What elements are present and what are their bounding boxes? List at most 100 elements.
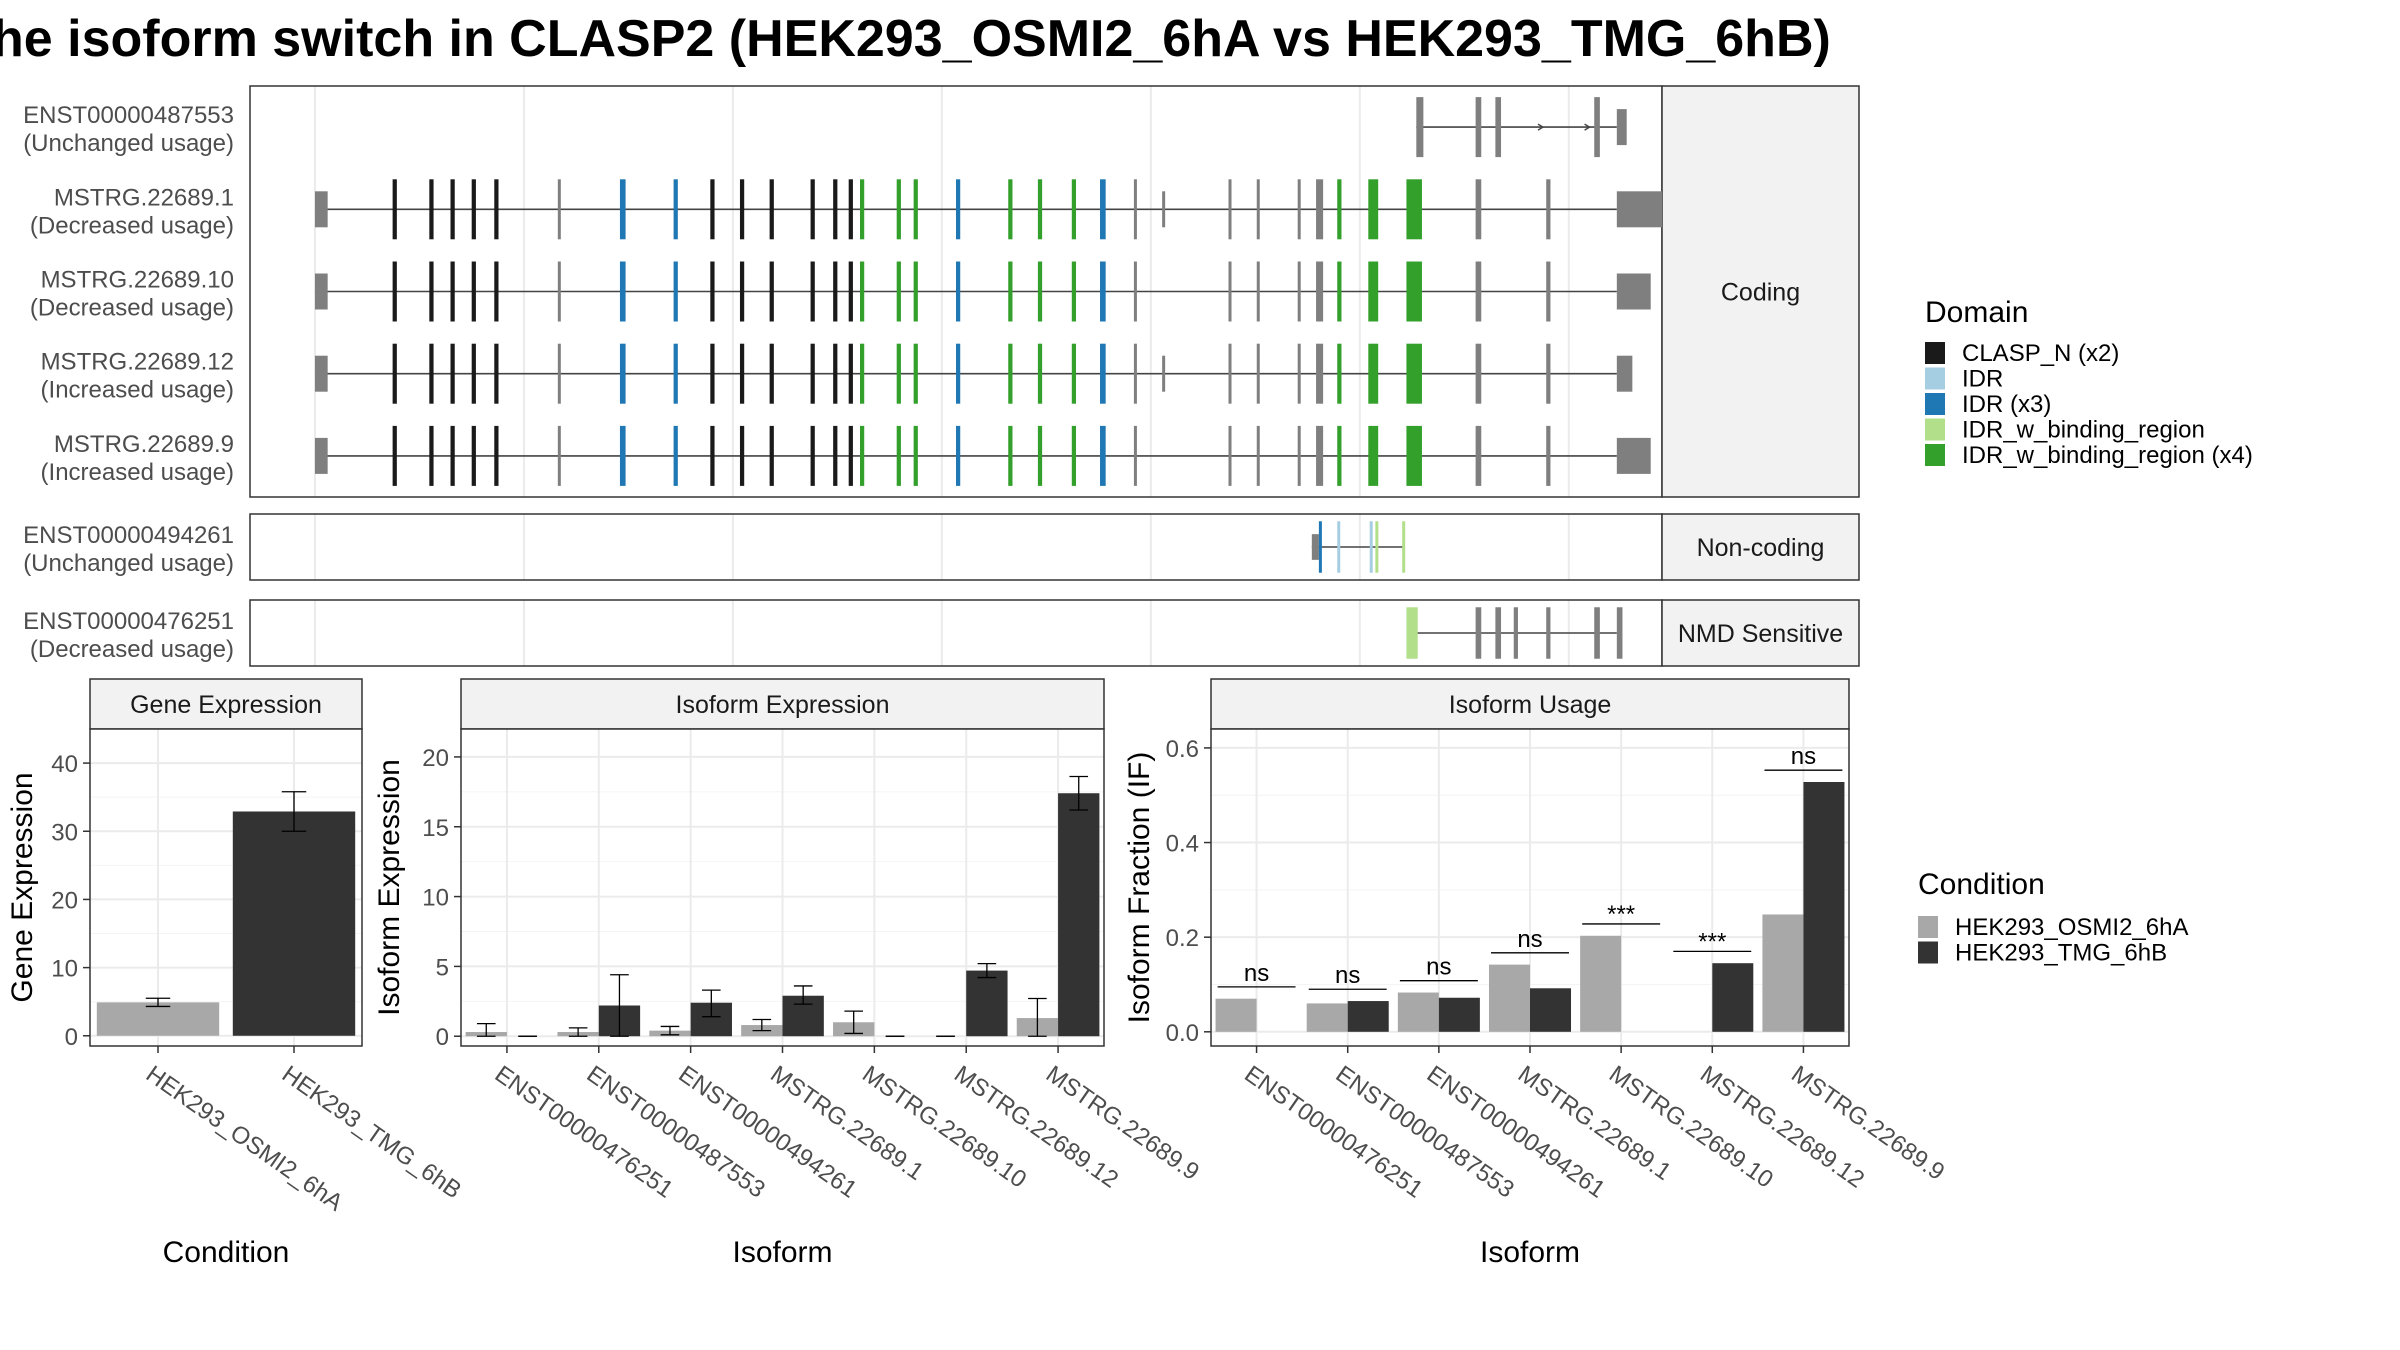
bar-mstrg-22689-10-hek293-osmi2-6ha [1580,935,1622,1032]
bar-chart-isoform-expression: Isoform Expression05101520ENST0000047625… [373,678,1204,1269]
exon-clasp-n-x2 [710,425,715,486]
bar-mstrg-22689-1-hek293-tmg-6hb [1530,988,1572,1032]
exon-clasp-n-x2 [494,343,499,404]
strip-isoform-expression [460,678,1105,730]
significance-label: *** [1698,928,1726,955]
significance-label: *** [1607,901,1635,928]
exon-utr [557,343,561,404]
exon-idr-w-binding-region [1406,607,1418,659]
y-axis-title: Isoform Expression [373,759,406,1016]
exon-idr-w-binding-region [1375,521,1379,573]
exon-idr-x3 [673,425,678,486]
legend-key-idr-x3 [1925,393,1945,415]
y-tick-label: 0.6 [1166,736,1199,763]
exon-idr [1337,521,1341,573]
exon-idr-w-binding-region-x4 [1071,261,1077,322]
exon-idr-w-binding-region-x4 [1037,261,1043,322]
y-tick-label: 10 [51,956,78,983]
x-tick-label: MSTRG.22689.12 [1695,1061,1869,1194]
exon-utr [1256,261,1260,322]
exon-idr-w-binding-region-x4 [1071,179,1077,240]
exon-clasp-n-x2 [848,179,853,240]
exon-clasp-n-x2 [450,179,455,240]
exon-clasp-n-x2 [833,425,838,486]
exon-idr-w-binding-region-x4 [859,179,865,240]
exon-utr [1228,179,1232,240]
exon-utr [1316,179,1324,240]
exon-utr [1475,97,1482,158]
legend-title: Condition [1918,868,2045,901]
x-axis-title: Isoform [732,1236,832,1269]
strip-coding [1661,85,1860,498]
exon-clasp-n-x2 [392,425,397,486]
exon-clasp-n-x2 [810,261,815,322]
exon-clasp-n-x2 [739,261,745,322]
y-axis-title: Gene Expression [6,772,39,1002]
exon-idr-w-binding-region-x4 [859,343,865,404]
exon-utr [1616,109,1627,146]
exon-idr-x3 [1100,179,1106,240]
exon-idr-w-binding-region-x4 [1406,179,1422,240]
exon-utr [1316,425,1324,486]
exon-idr-w-binding-region-x4 [896,425,901,486]
exon-clasp-n-x2 [429,425,434,486]
transcript-usage: (Decreased usage) [30,636,234,663]
exon-idr-w-binding-region-x4 [1008,261,1013,322]
legend-label: IDR_w_binding_region (x4) [1962,442,2253,469]
exon-idr-w-binding-region-x4 [1037,425,1043,486]
exon-idr-w-binding-region-x4 [1337,343,1342,404]
exon-idr-x3 [619,179,626,240]
transcript-row-mstrg-22689-1: MSTRG.22689.1(Decreased usage) [30,179,1662,240]
bar-charts: Gene Expression010203040HEK293_OSMI2_6hA… [6,678,1949,1269]
legend-key-clasp-n-x2 [1925,342,1945,364]
exon-utr [1475,343,1482,404]
exon-clasp-n-x2 [710,179,715,240]
exon-utr [1475,261,1482,322]
exon-idr-w-binding-region-x4 [1406,261,1422,322]
transcript-name: MSTRG.22689.12 [41,349,234,376]
exon-idr-x3 [956,179,961,240]
exon-utr [1133,343,1137,404]
y-tick-label: 40 [51,751,78,778]
exon-clasp-n-x2 [739,343,745,404]
exon-idr-w-binding-region-x4 [1071,343,1077,404]
exon-clasp-n-x2 [429,261,434,322]
exon-idr-x3 [956,343,961,404]
exon-idr [1369,521,1373,573]
strip-label: Non-coding [1697,534,1825,562]
significance-label: ns [1426,954,1451,981]
exon-idr-w-binding-region-x4 [1406,425,1422,486]
x-tick-label: MSTRG.22689.9 [1041,1061,1204,1186]
bar-enst00000494261-hek293-tmg-6hb [1438,997,1480,1032]
bar-enst00000487553-hek293-tmg-6hb [1347,1001,1389,1032]
transcript-usage: (Increased usage) [41,459,234,486]
exon-utr [1316,343,1324,404]
exon-idr-w-binding-region-x4 [913,425,918,486]
strip-label: Isoform Expression [676,691,890,719]
y-tick-label: 30 [51,819,78,846]
transcript-name: ENST00000476251 [23,608,234,635]
exon-clasp-n-x2 [494,425,499,486]
exon-utr [1475,607,1482,659]
exon-utr [314,191,328,228]
exon-clasp-n-x2 [848,343,853,404]
exon-idr-x3 [1100,425,1106,486]
transcript-panel-coding: Coding ENST00000487553(Unchanged usage) MS… [23,85,1860,498]
exon-utr [1546,261,1551,322]
y-tick-label: 10 [422,885,449,912]
exon-idr-w-binding-region-x4 [1337,425,1342,486]
bar-hek293-tmg-6hb [232,811,356,1036]
legend-key-hek293-osmi2-6ha [1918,916,1938,938]
exon-utr [1316,261,1324,322]
legend-label: IDR (x3) [1962,391,2051,418]
y-tick-label: 0 [65,1024,78,1051]
exon-idr-w-binding-region-x4 [1368,261,1379,322]
exon-clasp-n-x2 [833,261,838,322]
exon-clasp-n-x2 [810,343,815,404]
x-tick-label: MSTRG.22689.10 [857,1061,1031,1194]
exon-utr [1546,607,1551,659]
x-tick-label: MSTRG.22689.1 [1513,1061,1676,1186]
exon-clasp-n-x2 [739,179,745,240]
exon-clasp-n-x2 [494,261,499,322]
exon-utr [1616,355,1633,392]
